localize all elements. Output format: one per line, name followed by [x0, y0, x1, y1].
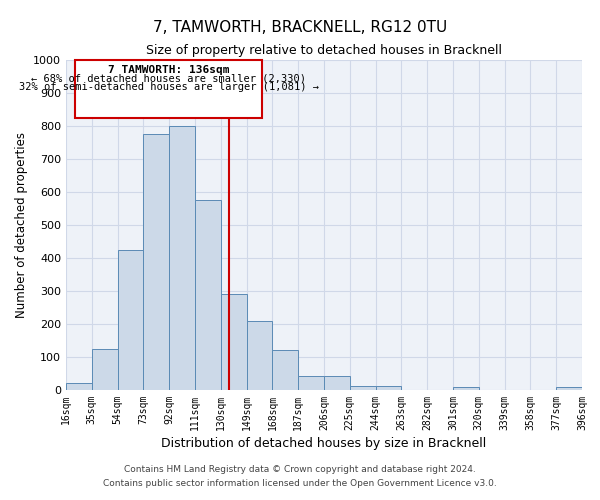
Bar [92, 349, 118, 390]
Bar [376, 386, 401, 390]
Bar [169, 126, 195, 390]
Bar [66, 384, 92, 390]
FancyBboxPatch shape [75, 60, 262, 118]
Bar [324, 376, 350, 390]
Text: ← 68% of detached houses are smaller (2,330): ← 68% of detached houses are smaller (2,… [31, 73, 306, 83]
Bar [118, 250, 143, 390]
Bar [556, 386, 582, 390]
X-axis label: Distribution of detached houses by size in Bracknell: Distribution of detached houses by size … [161, 437, 487, 450]
Text: Contains public sector information licensed under the Open Government Licence v3: Contains public sector information licen… [103, 479, 497, 488]
Text: 7 TAMWORTH: 136sqm: 7 TAMWORTH: 136sqm [108, 65, 230, 75]
Bar [221, 294, 247, 390]
Bar [247, 320, 272, 390]
Bar [453, 386, 479, 390]
Bar [298, 376, 324, 390]
Text: 7, TAMWORTH, BRACKNELL, RG12 0TU: 7, TAMWORTH, BRACKNELL, RG12 0TU [153, 20, 447, 35]
Bar [272, 350, 298, 390]
Title: Size of property relative to detached houses in Bracknell: Size of property relative to detached ho… [146, 44, 502, 58]
Text: Contains HM Land Registry data © Crown copyright and database right 2024.: Contains HM Land Registry data © Crown c… [124, 466, 476, 474]
Bar [143, 134, 169, 390]
Text: 32% of semi-detached houses are larger (1,081) →: 32% of semi-detached houses are larger (… [19, 82, 319, 92]
Bar [350, 386, 376, 390]
Y-axis label: Number of detached properties: Number of detached properties [14, 132, 28, 318]
Bar [195, 200, 221, 390]
